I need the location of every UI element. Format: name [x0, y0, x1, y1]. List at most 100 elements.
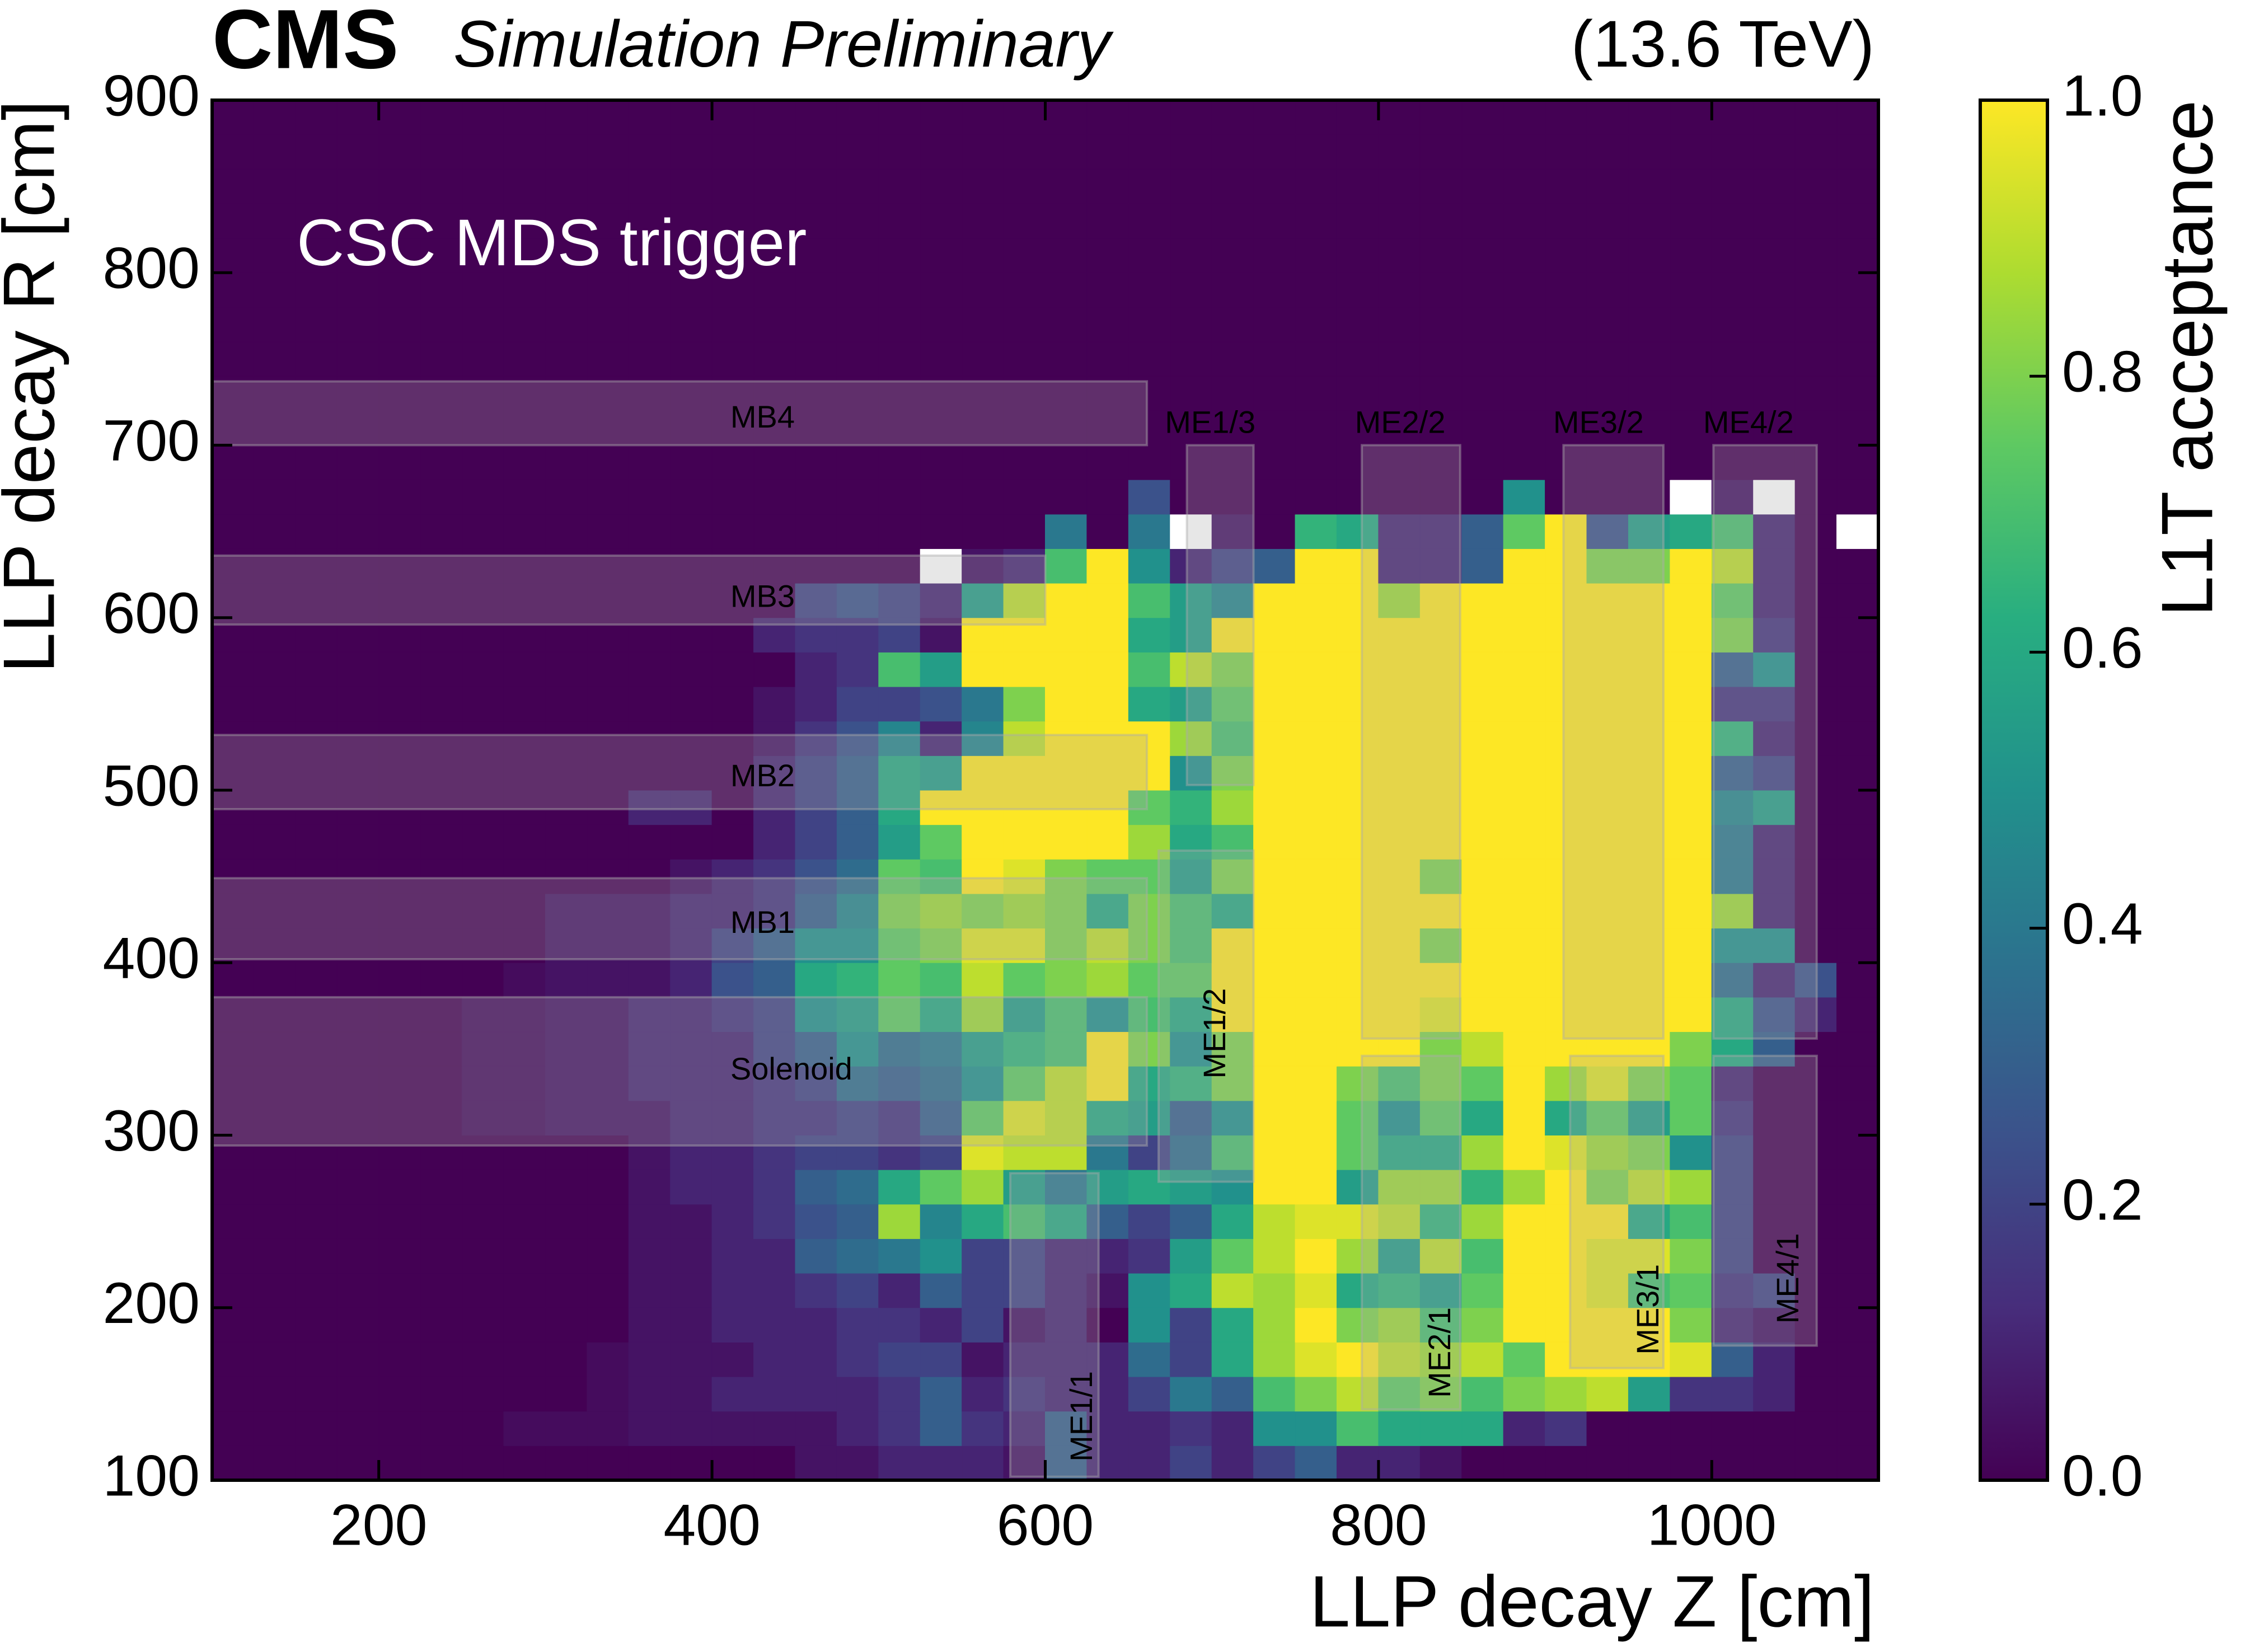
- heatmap-cell: [1753, 100, 1796, 135]
- heatmap-cell: [836, 1273, 879, 1308]
- heatmap-cell: [1003, 548, 1046, 584]
- heatmap-cell: [1419, 997, 1463, 1032]
- heatmap-cell: [1836, 1445, 1879, 1481]
- heatmap-cell: [1086, 583, 1129, 618]
- heatmap-cell: [628, 755, 671, 791]
- heatmap-cell: [1003, 1273, 1046, 1308]
- heatmap-cell: [1670, 100, 1712, 135]
- heatmap-cell: [1670, 1307, 1712, 1343]
- heatmap-cell: [1086, 1238, 1129, 1274]
- heatmap-cell: [503, 341, 546, 377]
- heatmap-cell: [1295, 100, 1337, 135]
- heatmap-cell: [753, 203, 796, 239]
- heatmap-cell: [1419, 824, 1463, 860]
- heatmap-cell: [1670, 583, 1712, 618]
- heatmap-cell: [336, 962, 379, 998]
- heatmap-cell: [1336, 272, 1379, 308]
- heatmap-cell: [587, 307, 629, 342]
- heatmap-cell: [1586, 410, 1629, 445]
- heatmap-cell: [1170, 410, 1212, 445]
- heatmap-cell: [1711, 445, 1754, 480]
- heatmap-cell: [587, 1445, 629, 1481]
- heatmap-cell: [462, 790, 504, 825]
- heatmap-cell: [1711, 651, 1754, 687]
- heatmap-cell: [336, 1238, 379, 1274]
- heatmap-cell: [1670, 341, 1712, 377]
- heatmap-cell: [753, 514, 796, 549]
- heatmap-cell: [920, 1445, 963, 1481]
- heatmap-cell: [545, 1238, 588, 1274]
- heatmap-cell: [1378, 134, 1421, 170]
- heatmap-cell: [462, 824, 504, 860]
- heatmap-cell: [1503, 307, 1546, 342]
- heatmap-cell: [962, 341, 1004, 377]
- heatmap-cell: [1503, 134, 1546, 170]
- heatmap-cell: [711, 307, 754, 342]
- heatmap-cell: [1711, 1376, 1754, 1412]
- heatmap-cell: [962, 651, 1004, 687]
- heatmap-cell: [1045, 686, 1088, 722]
- heatmap-cell: [1045, 755, 1088, 791]
- heatmap-cell: [711, 514, 754, 549]
- heatmap-cell: [1419, 307, 1463, 342]
- heatmap-cell: [1295, 1100, 1337, 1135]
- heatmap-cell: [1794, 617, 1838, 653]
- heatmap-cell: [1545, 1169, 1587, 1205]
- heatmap-cell: [253, 686, 296, 722]
- heatmap-cell: [1336, 686, 1379, 722]
- heatmap-cell: [1170, 1204, 1212, 1239]
- heatmap-cell: [1128, 997, 1171, 1032]
- heatmap-cell: [462, 651, 504, 687]
- heatmap-cell: [711, 1376, 754, 1412]
- heatmap-cell: [795, 1204, 837, 1239]
- heatmap-cell: [1378, 686, 1421, 722]
- heatmap-cell: [1045, 100, 1088, 135]
- heatmap-cell: [920, 341, 963, 377]
- heatmap-cell: [670, 1169, 713, 1205]
- heatmap-cell: [1295, 686, 1337, 722]
- heatmap-cell: [1170, 1100, 1212, 1135]
- heatmap-cell: [1836, 1100, 1879, 1135]
- heatmap-cell: [1086, 168, 1129, 204]
- heatmap-cell: [1170, 1273, 1212, 1308]
- heatmap-cell: [628, 824, 671, 860]
- heatmap-cell: [1295, 1238, 1337, 1274]
- heatmap-cell: [212, 1066, 254, 1101]
- heatmap-cell: [1586, 1307, 1629, 1343]
- heatmap-cell: [420, 1376, 463, 1412]
- heatmap-cell: [1253, 1238, 1296, 1274]
- heatmap-cell: [1503, 168, 1546, 204]
- heatmap-cell: [1045, 790, 1088, 825]
- heatmap-cell: [1711, 858, 1754, 894]
- y-tick-label: 900: [102, 63, 200, 128]
- heatmap-cell: [462, 203, 504, 239]
- heatmap-cell: [1628, 341, 1671, 377]
- heatmap-cell: [711, 1341, 754, 1377]
- heatmap-cell: [962, 1376, 1004, 1412]
- heatmap-cell: [1170, 1238, 1212, 1274]
- heatmap-cell: [420, 479, 463, 515]
- heatmap-cell: [1794, 272, 1838, 308]
- heatmap-cell: [1170, 1169, 1212, 1205]
- heatmap-cell: [587, 686, 629, 722]
- heatmap-cell: [1503, 479, 1546, 515]
- heatmap-cell: [795, 686, 837, 722]
- heatmap-cell: [378, 824, 421, 860]
- heatmap-cell: [1794, 514, 1838, 549]
- heatmap-cell: [1295, 134, 1337, 170]
- heatmap-cell: [711, 1169, 754, 1205]
- heatmap-cell: [1503, 1238, 1546, 1274]
- heatmap-cell: [753, 410, 796, 445]
- heatmap-cell: [1253, 341, 1296, 377]
- heatmap-cell: [1670, 997, 1712, 1032]
- heatmap-cell: [587, 824, 629, 860]
- heatmap-cell: [753, 962, 796, 998]
- heatmap-cell: [545, 1135, 588, 1170]
- heatmap-cell: [1170, 1445, 1212, 1481]
- heatmap-cell: [711, 341, 754, 377]
- heatmap-cell: [545, 686, 588, 722]
- heatmap-cell: [1378, 1204, 1421, 1239]
- heatmap-cell: [212, 617, 254, 653]
- heatmap-cell: [1503, 1031, 1546, 1067]
- heatmap-cell: [962, 134, 1004, 170]
